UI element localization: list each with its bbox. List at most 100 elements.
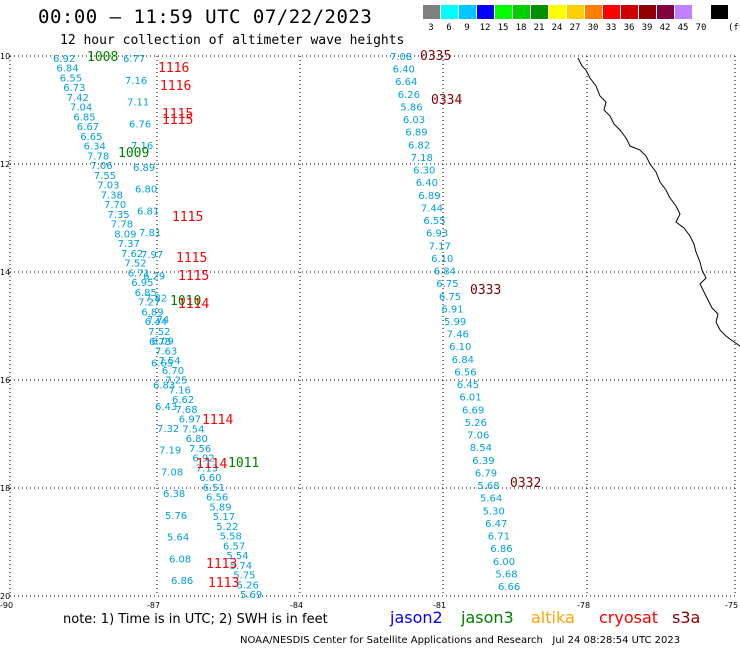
latitude-label: 18: [0, 484, 10, 493]
wave-height-value: 6.30: [413, 166, 435, 177]
longitude-label: -81: [433, 601, 446, 610]
longitude-label: -78: [577, 601, 590, 610]
legend-label: 70: [695, 23, 707, 33]
longitude-label: -75: [725, 601, 738, 610]
wave-height-value: 5.74: [230, 561, 252, 572]
wave-height-value: 7.19: [159, 446, 181, 457]
wave-height-value: 5.30: [483, 506, 505, 517]
wave-height-value: 6.91: [441, 304, 463, 315]
wave-height-value: 6.55: [60, 74, 82, 85]
observations-layer: 6.926.846.556.737.427.046.856.676.656.34…: [53, 52, 520, 601]
satellite-legend-item: jason2: [390, 608, 443, 627]
page-subtitle: 12 hour collection of altimeter wave hei…: [60, 33, 405, 48]
wave-height-value: 5.69: [240, 590, 262, 601]
wave-height-value: 6.45: [457, 380, 479, 391]
wave-height-value: 6.57: [223, 541, 245, 552]
wave-height-value: 6.89: [405, 128, 427, 139]
wave-height-value: 5.22: [216, 522, 238, 533]
wave-height-value: 6.65: [80, 132, 102, 143]
wave-height-value: 5.54: [226, 551, 248, 562]
wave-height-value: 6.01: [459, 393, 481, 404]
footnote: note: 1) Time is in UTC; 2) SWH is in fe…: [63, 612, 328, 627]
wave-height-value: 7.27: [138, 298, 160, 309]
legend-label: 3: [428, 23, 434, 33]
wave-height-value: 7.52: [124, 259, 146, 270]
wave-height-value: 6.62: [172, 395, 194, 406]
wave-height-value: 6.97: [179, 415, 201, 426]
wave-height-value: 6.39: [472, 456, 494, 467]
pass-time-label: 1113: [206, 557, 237, 572]
legend-swatch: [639, 5, 656, 19]
wave-height-value: 6.75: [439, 292, 461, 303]
wave-height-value: 5.64: [167, 533, 189, 544]
wave-height-value: 6.73: [149, 337, 171, 348]
wave-height-value: 7.03: [97, 181, 119, 192]
wave-height-value: 6.00: [493, 557, 515, 568]
legend-label: 9: [464, 23, 470, 33]
satellite-legend-item: altika: [531, 608, 575, 627]
wave-height-value: 6.47: [485, 519, 507, 530]
wave-height-value: 6.43: [155, 402, 177, 413]
longitude-label: -87: [147, 601, 160, 610]
pass-time-label: 0332: [510, 476, 541, 491]
wave-height-value: 6.56: [454, 368, 476, 379]
longitude-label: -84: [290, 601, 303, 610]
page-title: 00:00 – 11:59 UTC 07/22/2023: [38, 6, 373, 28]
wave-height-value: 6.89: [141, 307, 163, 318]
wave-height-value: 5.76: [165, 511, 187, 522]
wave-height-value: 6.95: [131, 278, 153, 289]
wave-height-value: 6.76: [129, 119, 151, 130]
wave-height-value: 5.26: [237, 580, 259, 591]
wave-height-value: 6.85: [135, 288, 157, 299]
wave-height-value: 6.60: [199, 473, 221, 484]
legend-label: 27: [569, 23, 581, 33]
wave-height-value: 6.77: [123, 54, 145, 65]
wave-height-value: 7.06: [467, 431, 489, 442]
wave-height-value: 7.04: [70, 103, 92, 114]
legend-label: 42: [659, 23, 671, 33]
wave-height-value: 7.16: [169, 385, 191, 396]
wave-height-value: 7.25: [165, 376, 187, 387]
pass-time-label: 1010: [170, 294, 201, 309]
pass-time-label: 1009: [118, 146, 149, 161]
legend-unit: (ft): [728, 23, 740, 33]
legend-swatch: [513, 5, 530, 19]
wave-height-value: 6.84: [434, 267, 456, 278]
legend-swatch: [675, 5, 692, 19]
wave-height-value: 6.80: [135, 185, 157, 196]
legend-label: 33: [605, 23, 617, 33]
pass-time-label: 1115: [162, 107, 193, 122]
wave-height-value: 6.92: [53, 54, 75, 65]
legend-label: 15: [497, 23, 509, 33]
wave-height-value: 6.69: [462, 405, 484, 416]
wave-height-value: 7.35: [107, 210, 129, 221]
satellite-legend-item: jason3: [461, 608, 514, 627]
wave-height-value: 7.82: [145, 293, 167, 304]
wave-height-value: 7.08: [161, 467, 183, 478]
pass-time-label: 1011: [228, 456, 259, 471]
wave-height-value: 7.11: [127, 98, 149, 109]
wave-height-value: 5.86: [400, 103, 422, 114]
wave-height-value: 6.83: [153, 380, 175, 391]
wave-height-value: 6.84: [56, 64, 78, 75]
wave-height-value: 7.06: [90, 161, 112, 172]
pass-time-label: 1115: [176, 251, 207, 266]
wave-height-value: 5.26: [465, 418, 487, 429]
legend-label: 45: [677, 23, 689, 33]
pass-time-label: 0334: [431, 93, 462, 108]
wave-height-value: 8.09: [152, 337, 174, 348]
pass-time-label: 1114: [196, 457, 227, 472]
legend-label: 36: [623, 23, 635, 33]
latitude-label: 10: [0, 52, 10, 61]
coastline: [577, 57, 740, 347]
latitude-label: 14: [0, 268, 10, 277]
pass-time-label: 1115: [162, 113, 193, 128]
legend-label: 21: [533, 23, 545, 33]
legend-swatch: [603, 5, 620, 19]
wave-height-value: 7.18: [411, 153, 433, 164]
latitude-label: 12: [0, 160, 10, 169]
wave-height-value: 7.68: [175, 405, 197, 416]
wave-height-value: 6.40: [393, 65, 415, 76]
legend-swatch: [477, 5, 494, 19]
legend-swatch: [531, 5, 548, 19]
